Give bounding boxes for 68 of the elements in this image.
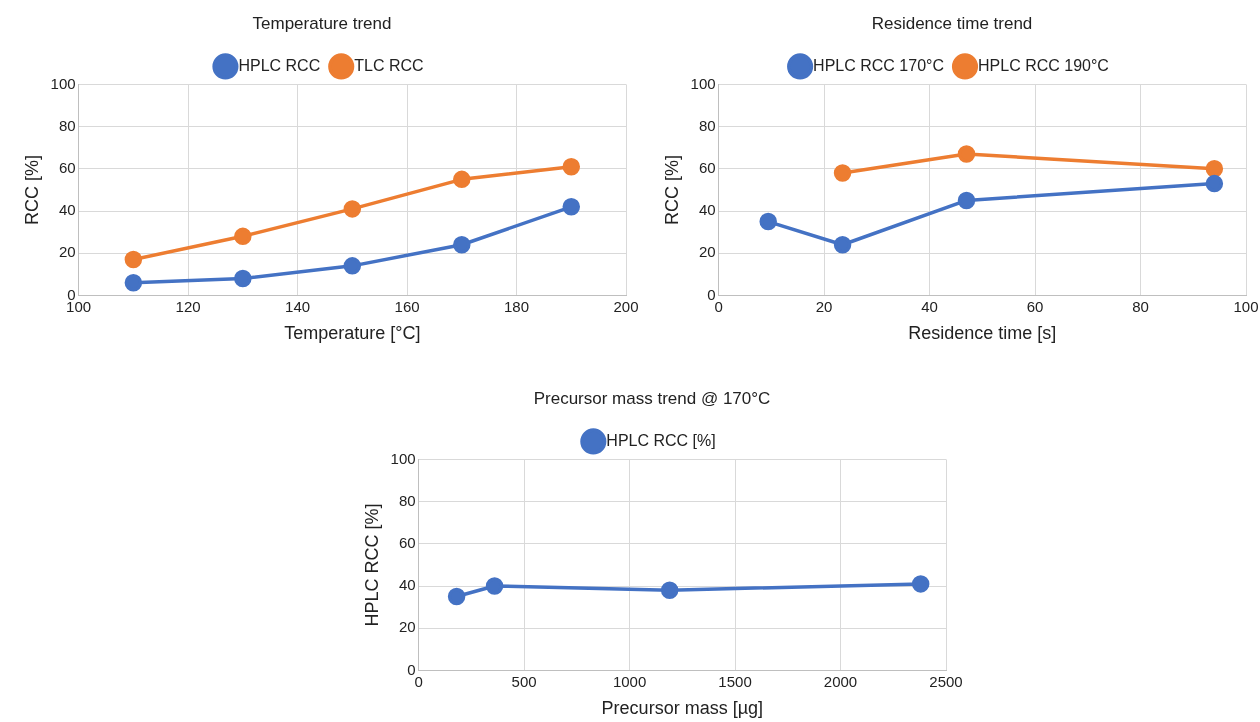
x-axis-title: Residence time [s] — [908, 323, 1057, 344]
x-tick-label: 20 — [815, 297, 833, 315]
point — [124, 250, 143, 269]
legend-label: HPLC RCC 190°C — [978, 56, 1109, 74]
point — [453, 236, 471, 254]
y-tick-label: 80 — [398, 491, 416, 509]
point — [759, 212, 777, 231]
y-tick-label: 0 — [67, 285, 76, 303]
legend-label: HPLC RCC [%] — [606, 431, 716, 449]
y-tick-label: 0 — [707, 285, 716, 303]
y-tick-label: 80 — [58, 116, 76, 134]
y-tick-label: 60 — [698, 158, 716, 176]
y-tick-label: 100 — [690, 74, 716, 92]
point — [957, 191, 976, 210]
x-axis-title: Temperature [°C] — [284, 323, 421, 344]
chart-title: Temperature trend — [252, 13, 392, 33]
y-axis-title: RCC [%] — [661, 154, 682, 225]
y-tick-label: 40 — [698, 201, 716, 219]
x-tick-label: 2000 — [823, 672, 858, 690]
point — [447, 587, 466, 606]
point — [562, 198, 581, 216]
x-axis-title: Precursor mass [µg] — [601, 698, 764, 719]
y-axis-title: RCC [%] — [21, 154, 42, 225]
x-tick-label: 500 — [511, 672, 537, 690]
point — [124, 273, 143, 292]
point — [1205, 160, 1224, 178]
x-tick-label: 100 — [1233, 297, 1259, 315]
y-axis-title: HPLC RCC [%] — [361, 503, 382, 627]
legend-label: HPLC RCC — [238, 56, 321, 74]
point — [1205, 174, 1224, 193]
chart-title: Precursor mass trend @ 170°C — [533, 388, 771, 408]
y-tick-label: 60 — [58, 158, 76, 176]
x-tick-label: 80 — [1132, 297, 1149, 315]
point — [234, 227, 252, 246]
point — [485, 577, 504, 595]
x-tick-label: 2500 — [929, 672, 963, 690]
point — [660, 581, 679, 599]
legend-label: HPLC RCC 170°C — [813, 56, 945, 74]
point — [833, 236, 852, 254]
point — [453, 170, 471, 189]
x-tick-label: 180 — [504, 297, 530, 315]
x-tick-label: 140 — [285, 297, 311, 315]
x-tick-label: 1000 — [612, 672, 647, 690]
y-tick-label: 20 — [398, 618, 416, 636]
point — [957, 145, 976, 163]
y-tick-label: 100 — [50, 74, 76, 92]
point — [562, 157, 581, 176]
point — [343, 257, 362, 275]
y-tick-label: 40 — [58, 201, 76, 219]
point — [234, 269, 252, 288]
point — [343, 200, 362, 218]
x-tick-label: 160 — [394, 297, 420, 315]
y-tick-label: 0 — [407, 660, 416, 678]
x-tick-label: 60 — [1026, 297, 1044, 315]
point — [911, 575, 930, 593]
y-tick-label: 20 — [58, 243, 76, 261]
y-tick-label: 40 — [398, 576, 416, 594]
chart-title: Residence time trend — [871, 13, 1033, 33]
x-tick-label: 200 — [613, 297, 639, 315]
x-tick-label: 40 — [921, 297, 938, 315]
y-tick-label: 100 — [390, 449, 416, 467]
y-tick-label: 60 — [398, 533, 416, 551]
x-tick-label: 1500 — [718, 672, 752, 690]
y-tick-label: 20 — [698, 243, 716, 261]
x-tick-label: 120 — [175, 297, 201, 315]
y-tick-label: 80 — [698, 116, 716, 134]
point — [833, 164, 852, 182]
legend-label: TLC RCC — [354, 56, 424, 74]
